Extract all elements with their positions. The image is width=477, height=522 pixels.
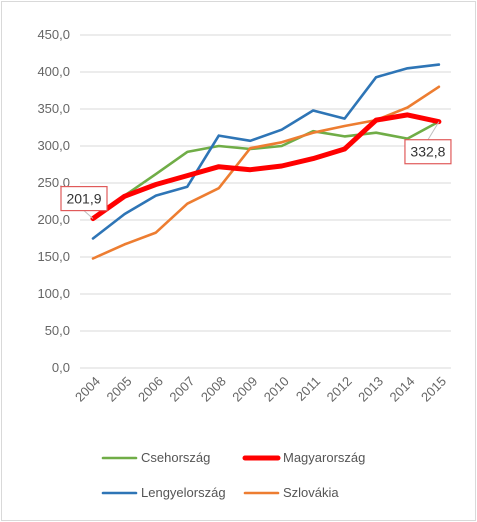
series-line-lengyelország	[91, 63, 441, 240]
y-tick-label: 50,0	[45, 323, 70, 338]
legend-label: Magyarország	[283, 450, 365, 465]
legend: Csehország Magyarország Lengyelország Szlov…	[101, 450, 365, 500]
y-tick-label: 0,0	[52, 360, 70, 375]
legend-label: Csehország	[141, 450, 210, 465]
y-tick-label: 100,0	[37, 286, 70, 301]
series-line-csehország	[91, 120, 441, 220]
legend-label: Szlovákia	[283, 485, 339, 500]
legend-item-szlovákia: Szlovákia	[243, 485, 339, 500]
callout-leader	[427, 121, 440, 140]
y-tick-label: 450,0	[37, 27, 70, 42]
legend-item-lengyelország: Lengyelország	[101, 485, 226, 500]
data-callouts: 201,9 332,8	[60, 121, 452, 219]
callout-label: 201,9	[66, 191, 101, 207]
legend-item-csehország: Csehország	[101, 450, 210, 465]
legend-label: Lengyelország	[141, 485, 226, 500]
callout-box	[404, 139, 452, 165]
series-line-magyarország	[90, 112, 442, 222]
y-tick-label: 300,0	[37, 138, 70, 153]
y-tick-label: 150,0	[37, 249, 70, 264]
y-axis-tick-labels: 0,050,0100,0150,0200,0250,0300,0350,0400…	[37, 27, 70, 375]
series-lines	[90, 63, 442, 260]
callout-label: 332,8	[410, 144, 445, 160]
y-tick-label: 400,0	[37, 64, 70, 79]
legend-item-magyarország: Magyarország	[242, 450, 365, 465]
y-tick-label: 350,0	[37, 101, 70, 116]
callout-box	[60, 185, 108, 212]
y-tick-label: 200,0	[37, 212, 70, 227]
callout-leader	[83, 210, 94, 219]
